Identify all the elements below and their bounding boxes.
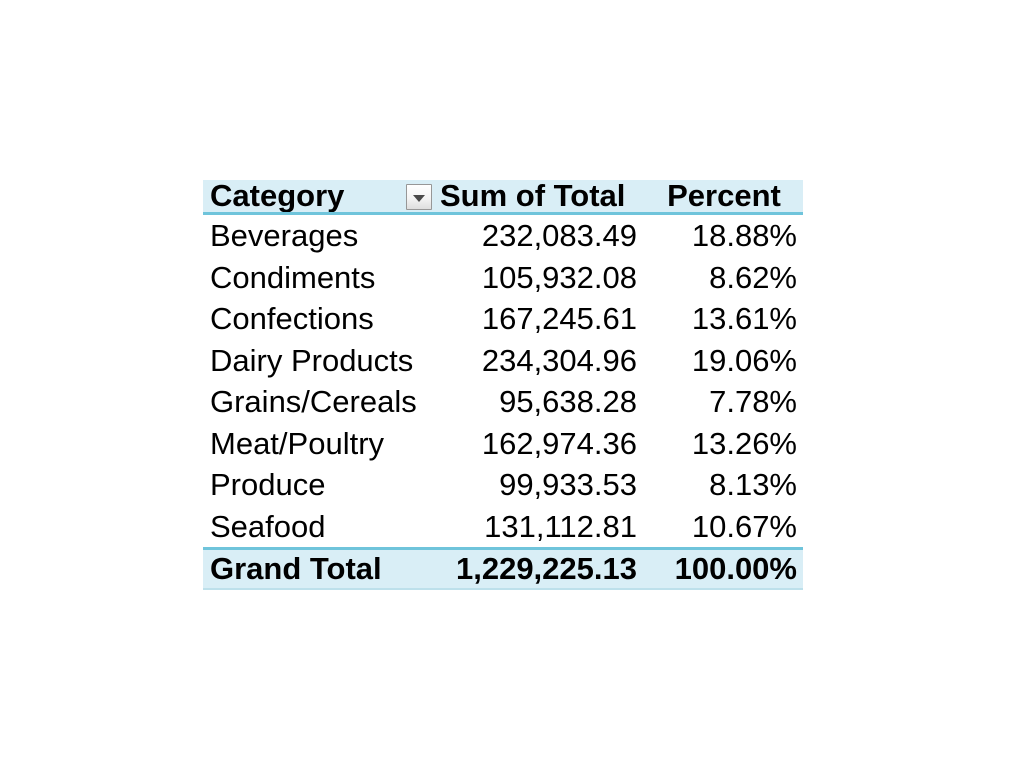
grand-total-label: Grand Total [210, 551, 382, 586]
total-cell: 232,083.49 [481, 218, 637, 253]
table-row: Beverages 232,083.49 18.88% [203, 215, 803, 257]
category-cell: Dairy Products [210, 342, 414, 378]
category-cell: Grains/Cereals [210, 384, 417, 419]
total-cell: 95,638.28 [499, 384, 637, 419]
header-cell-category: Category [203, 180, 435, 212]
table-row: Produce 99,933.53 8.13% [203, 464, 803, 506]
total-cell: 105,932.08 [481, 259, 637, 295]
category-cell: Seafood [210, 508, 326, 544]
category-cell: Meat/Poultry [210, 425, 385, 461]
pivot-header-row: Category Sum of Total Percent [203, 180, 803, 215]
percent-cell: 13.26% [691, 425, 797, 461]
category-cell: Produce [210, 467, 326, 502]
table-row: Meat/Poultry 162,974.36 13.26% [203, 423, 803, 465]
percent-cell: 10.67% [691, 508, 797, 544]
percent-cell: 13.61% [691, 301, 797, 336]
pivot-table: Category Sum of Total Percent Beverages … [203, 180, 803, 590]
grand-total-value: 1,229,225.13 [455, 551, 637, 586]
table-row: Condiments 105,932.08 8.62% [203, 257, 803, 299]
percent-cell: 19.06% [691, 342, 797, 378]
category-cell: Condiments [210, 259, 376, 295]
grand-total-percent: 100.00% [674, 551, 797, 586]
percent-cell: 8.62% [709, 259, 797, 295]
dropdown-arrow-icon [413, 194, 425, 202]
total-cell: 167,245.61 [481, 301, 637, 336]
percent-cell: 7.78% [709, 384, 797, 419]
header-cell-percent: Percent [667, 180, 781, 212]
table-row: Seafood 131,112.81 10.67% [203, 506, 803, 548]
header-cell-sum-of-total: Sum of Total [440, 180, 626, 212]
percent-cell: 18.88% [691, 218, 797, 253]
total-cell: 99,933.53 [499, 467, 637, 502]
category-header-label: Category [210, 180, 345, 212]
category-filter-button[interactable] [406, 184, 432, 210]
category-cell: Beverages [210, 218, 359, 253]
total-cell: 162,974.36 [481, 425, 637, 461]
table-row: Grains/Cereals 95,638.28 7.78% [203, 381, 803, 423]
total-cell: 131,112.81 [484, 508, 637, 544]
percent-cell: 8.13% [709, 467, 797, 502]
table-body: Beverages 232,083.49 18.88% Condiments 1… [203, 215, 803, 547]
category-cell: Confections [210, 301, 374, 336]
total-cell: 234,304.96 [481, 342, 637, 378]
grand-total-row: Grand Total 1,229,225.13 100.00% [203, 547, 803, 590]
table-row: Dairy Products 234,304.96 19.06% [203, 340, 803, 382]
table-row: Confections 167,245.61 13.61% [203, 298, 803, 340]
